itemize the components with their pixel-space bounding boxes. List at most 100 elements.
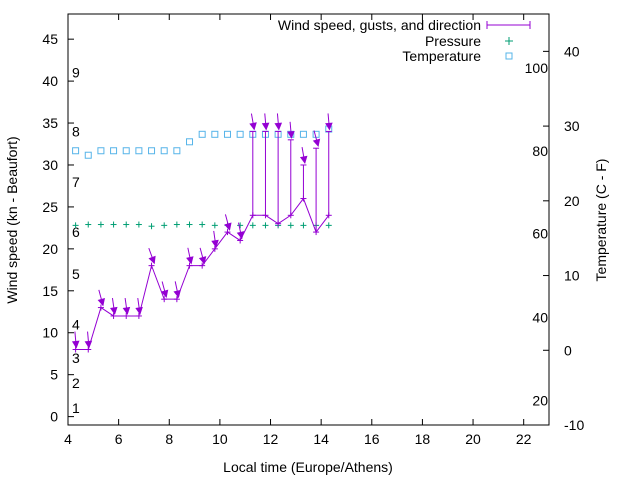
wind-speed-point [224, 229, 231, 236]
pressure-point [97, 221, 104, 228]
wind-direction-head [186, 256, 194, 265]
wind-direction-arrow [287, 121, 295, 139]
wind-speed-point [325, 212, 332, 219]
y-tick-label: 40 [42, 73, 58, 89]
wind-speed-point [173, 296, 180, 303]
wind-direction-head [148, 255, 156, 265]
fahrenheit-label: 100 [525, 60, 549, 76]
temperature-point [72, 147, 80, 155]
wind-direction-head [122, 306, 131, 315]
pressure-point [148, 223, 155, 230]
legend-wind-label: Wind speed, gusts, and direction [278, 17, 481, 33]
wind-speed-point [135, 312, 142, 319]
legend-pressure-marker [505, 37, 513, 45]
wind-direction-head [224, 222, 232, 231]
x-tick-label: 16 [364, 431, 380, 447]
pressure-point [173, 221, 180, 228]
beaufort-label: 5 [72, 266, 80, 282]
fahrenheit-label: 60 [532, 226, 548, 242]
wind-direction-head [236, 231, 245, 240]
legend: Wind speed, gusts, and direction Pressur… [278, 17, 531, 64]
wind-direction-head [160, 289, 169, 298]
temperature-point [198, 130, 206, 138]
wind-direction-arrow [122, 297, 131, 315]
y-tick-label: 20 [42, 241, 58, 257]
y-tick-label: 15 [42, 283, 58, 299]
temperature-point [122, 147, 130, 155]
wind-direction-head [312, 138, 321, 148]
pressure-point [110, 221, 117, 228]
wind-direction-arrows [71, 113, 333, 349]
wind-direction-head [274, 122, 283, 131]
x-tick-label: 22 [516, 431, 532, 447]
pressure-point [262, 222, 269, 229]
wind-direction-arrow [110, 297, 118, 315]
pressure-point [325, 222, 332, 229]
temperature-point [223, 130, 231, 138]
wind-direction-arrow [325, 113, 333, 131]
fahrenheit-label: 40 [532, 309, 548, 325]
beaufort-label: 1 [72, 400, 80, 416]
temperature-point [160, 147, 168, 155]
plot-frame [67, 13, 550, 426]
pressure-point [161, 222, 168, 229]
temperature-point [186, 138, 194, 146]
y2-tick-label: 10 [564, 268, 580, 284]
y2-tick-label: 20 [564, 193, 580, 209]
x-axis-ticks: 4 6 8 10 12 14 16 18 20 22 [64, 14, 532, 447]
wind-direction-arrow [274, 113, 283, 131]
wind-speed-line [75, 197, 330, 351]
x-tick-label: 18 [415, 431, 431, 447]
wind-direction-head [211, 239, 219, 248]
pressure-point [135, 221, 142, 228]
y-tick-label: 45 [42, 31, 58, 47]
legend-pressure-label: Pressure [425, 33, 481, 49]
wind-speed-point [110, 312, 117, 319]
wind-direction-arrow [261, 113, 270, 131]
x-axis-label: Local time (Europe/Athens) [223, 459, 393, 475]
temperature-point [110, 147, 118, 155]
temperature-point [173, 147, 181, 155]
pressure-point [186, 221, 193, 228]
wind-direction-arrow [211, 230, 219, 248]
wind-direction-arrow [236, 222, 245, 240]
wind-speed-point [300, 195, 307, 202]
wind-direction-arrow [84, 331, 93, 349]
pressure-point [300, 222, 307, 229]
x-tick-label: 12 [263, 431, 279, 447]
wind-direction-arrow [148, 247, 156, 265]
wind-direction-head [71, 340, 80, 349]
y-tick-label: 10 [42, 325, 58, 341]
wind-speed-point [148, 262, 155, 269]
y-axis-label: Wind speed (kn - Beaufort) [4, 136, 20, 303]
wind-direction-arrow [198, 247, 207, 265]
wind-speed-point [262, 212, 269, 219]
wind-speed-point [123, 312, 130, 319]
legend-temperature-label: Temperature [402, 48, 481, 64]
wind-speed-point [313, 229, 320, 236]
fahrenheit-labels: 20 40 60 80 100 [525, 60, 549, 409]
temperature-point [211, 130, 219, 138]
y2-tick-label: -10 [564, 417, 584, 433]
y2-axis-label: Temperature (C - F) [593, 159, 609, 282]
y-tick-label: 0 [50, 409, 58, 425]
pressure-point [237, 222, 244, 229]
wind-direction-head [97, 298, 105, 307]
beaufort-label: 6 [72, 224, 80, 240]
legend-temperature-marker [505, 52, 513, 60]
pressure-point [211, 222, 218, 229]
wind-direction-arrow [312, 130, 321, 148]
wind-speed-point [72, 346, 79, 353]
wind-direction-head [110, 306, 118, 315]
wind-direction-head [325, 122, 333, 131]
y-axis-ticks: 0 5 10 15 20 25 30 35 40 45 [42, 31, 74, 425]
temperature-point [97, 147, 105, 155]
y-tick-label: 5 [50, 367, 58, 383]
wind-direction-head [261, 122, 270, 131]
x-tick-label: 14 [313, 431, 329, 447]
x-tick-label: 20 [465, 431, 481, 447]
wind-direction-arrow [160, 281, 169, 298]
beaufort-label: 9 [72, 65, 80, 81]
x-tick-label: 6 [115, 431, 123, 447]
